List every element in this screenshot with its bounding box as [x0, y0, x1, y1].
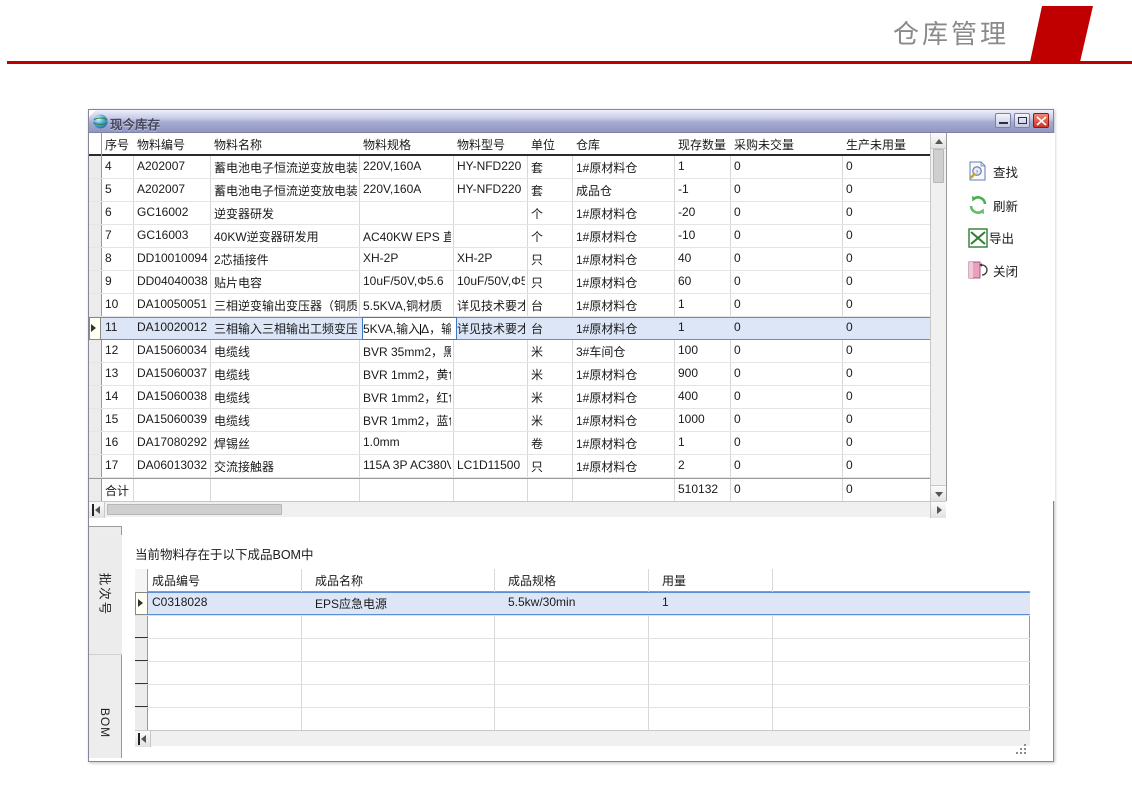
svg-text:?: ?	[976, 169, 979, 174]
